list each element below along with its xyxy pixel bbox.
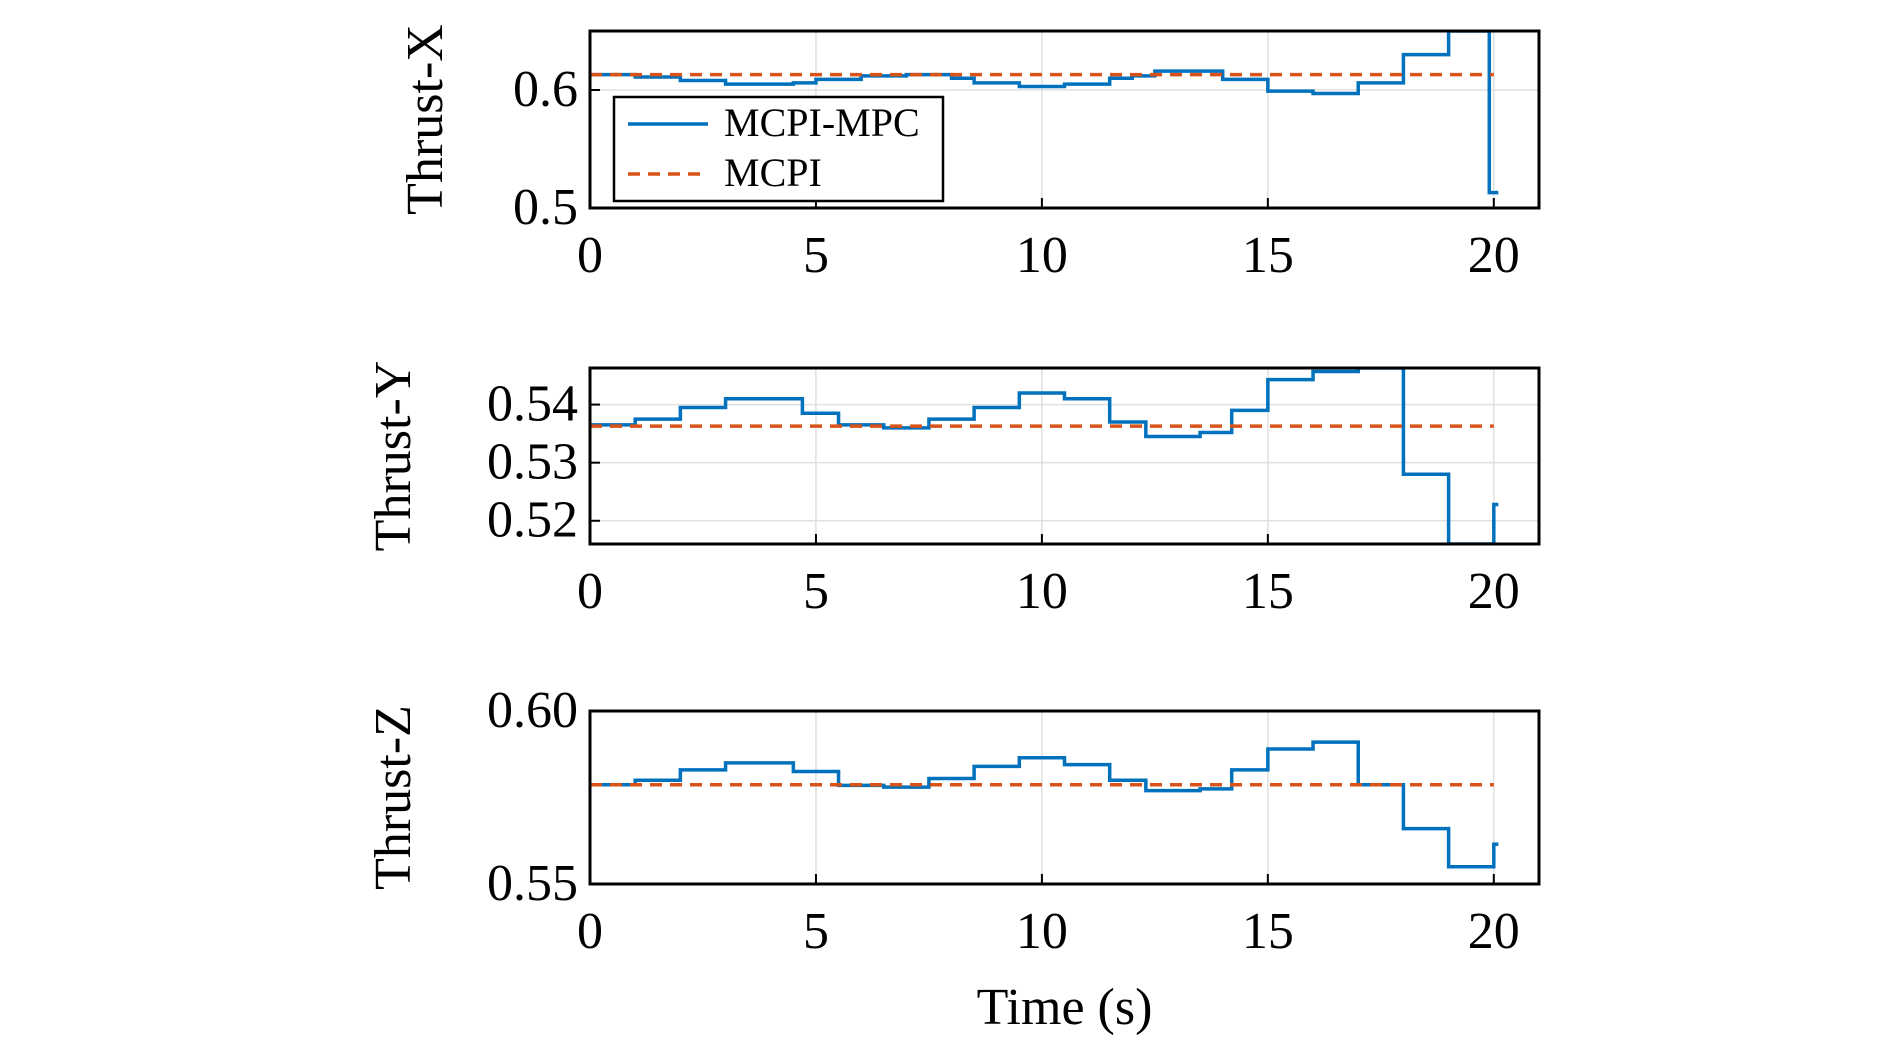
subplot: 0 5 10 15 20 0.520.530.54 Thrust-Y: [365, 361, 1541, 620]
plot-frame: [588, 366, 1541, 546]
y-axis-label: Thrust-Z: [365, 705, 422, 890]
data-line: [590, 368, 1499, 544]
y-tick-label: 0.55: [487, 855, 578, 912]
x-tick-label: 10: [1016, 563, 1068, 620]
x-tick-label: 0: [577, 563, 603, 620]
x-tick-label: 0: [577, 903, 603, 960]
x-tick-label: 15: [1242, 563, 1294, 620]
y-tick-label: 0.52: [487, 492, 578, 549]
x-tick-label: 20: [1468, 903, 1520, 960]
plot-frame: [588, 29, 1541, 210]
y-axis-label: Thrust-Y: [365, 361, 422, 552]
data-line: [590, 31, 1499, 195]
x-tick-label: 15: [1242, 903, 1294, 960]
legend-label: MCPI-MPC: [724, 100, 920, 145]
x-tick-label: 0: [577, 227, 603, 284]
x-tick-label: 10: [1016, 227, 1068, 284]
y-axis-label: Thrust-X: [397, 24, 454, 215]
x-tick-label: 20: [1468, 563, 1520, 620]
plot-frame: [588, 709, 1541, 886]
subplot: 0 5 10 15 20 0.5 0.6 Thrust-X MCPI-MPC MCPI: [397, 24, 1541, 284]
x-tick-label: 10: [1016, 903, 1068, 960]
x-tick-label: 5: [803, 903, 829, 960]
x-tick-label: 5: [803, 227, 829, 284]
data-line: [590, 740, 1499, 869]
y-tick-label: 0.54: [487, 376, 578, 433]
subplot: 0 5 10 15 20 0.55 0.60 Thrust-Z Time (s): [365, 682, 1541, 1036]
x-axis-label: Time (s): [977, 979, 1153, 1036]
x-tick-label: 15: [1242, 227, 1294, 284]
legend-box: [612, 95, 945, 203]
x-tick-label: 5: [803, 563, 829, 620]
y-tick-label: 0.6: [513, 61, 578, 118]
x-tick-label: 20: [1468, 227, 1520, 284]
legend-label: MCPI: [724, 150, 822, 195]
y-tick-label: 0.53: [487, 434, 578, 491]
y-tick-label: 0.5: [513, 179, 578, 236]
y-tick-label: 0.60: [487, 682, 578, 739]
